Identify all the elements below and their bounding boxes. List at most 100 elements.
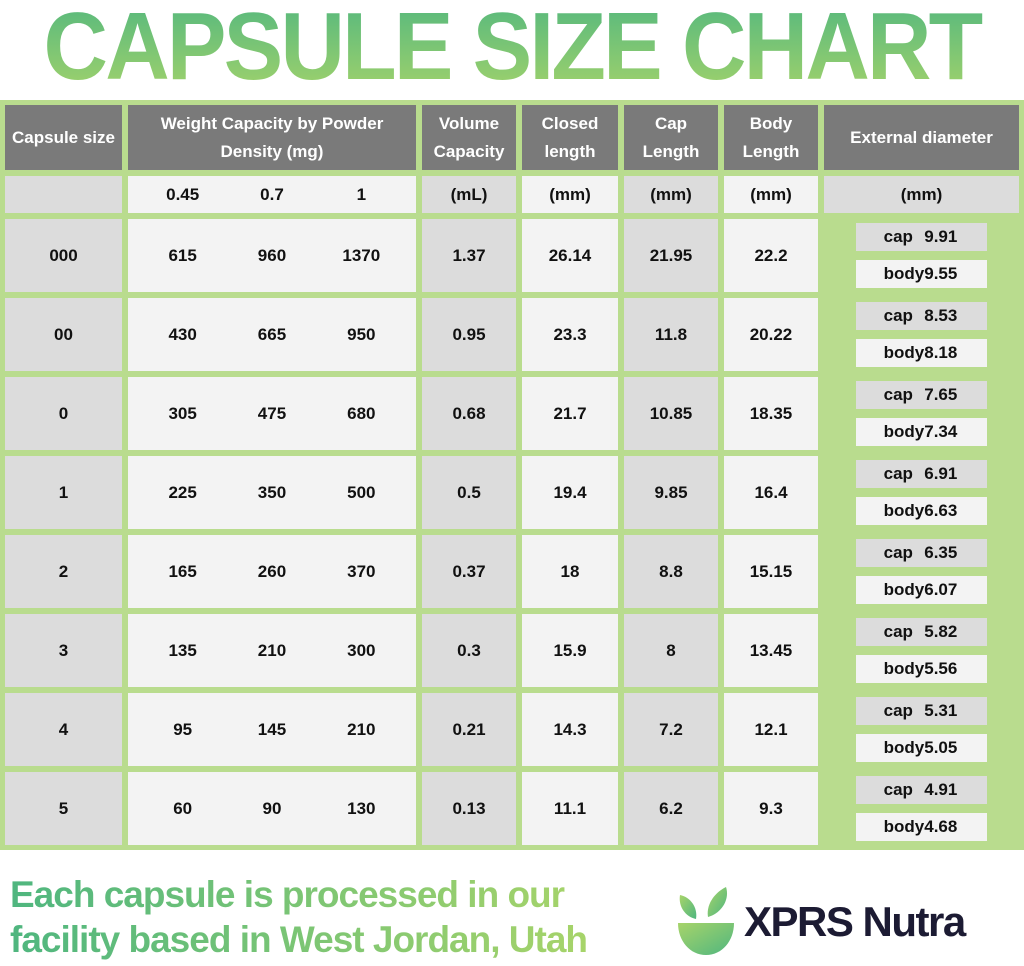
- weight-value: 1370: [342, 245, 381, 265]
- ext-body-value: 6.07: [924, 579, 958, 599]
- cell-volume: 1.37: [422, 219, 516, 292]
- cell-weight-capacity: 615 960 1370: [128, 219, 416, 292]
- ext-body-value: 5.05: [924, 737, 958, 757]
- cell-cap-length: 10.85: [624, 377, 718, 450]
- ext-body-row: body 6.63: [855, 496, 988, 525]
- ext-cap-row: cap 7.65: [855, 381, 988, 410]
- cell-external-diameter: cap 9.91 body 9.55: [824, 219, 1019, 292]
- cell-cap-length: 8.8: [624, 535, 718, 608]
- ext-cap-label: cap: [883, 622, 913, 642]
- units-external: (mm): [824, 176, 1019, 213]
- ext-body-value: 5.56: [924, 658, 958, 678]
- units-body: (mm): [724, 176, 818, 213]
- ext-body-label: body: [883, 263, 925, 283]
- ext-cap-value: 5.82: [924, 622, 958, 642]
- weight-value: 950: [347, 324, 376, 344]
- cell-cap-length: 8: [624, 614, 718, 687]
- cell-weight-capacity: 225 350 500: [128, 456, 416, 529]
- ext-cap-value: 5.31: [924, 701, 958, 721]
- ext-cap-row: cap 5.82: [855, 618, 988, 647]
- cell-body-length: 9.3: [724, 772, 818, 845]
- ext-body-row: body 6.07: [855, 575, 988, 604]
- weight-value: 370: [347, 561, 376, 581]
- cell-closed-length: 23.3: [522, 298, 618, 371]
- ext-cap-label: cap: [883, 543, 913, 563]
- cell-weight-capacity: 135 210 300: [128, 614, 416, 687]
- cell-body-length: 22.2: [724, 219, 818, 292]
- weight-value: 225: [168, 482, 197, 502]
- weight-value: 60: [173, 798, 193, 818]
- ext-cap-row: cap 6.91: [855, 460, 988, 489]
- units-closed: (mm): [522, 176, 618, 213]
- cell-body-length: 13.45: [724, 614, 818, 687]
- cell-closed-length: 11.1: [522, 772, 618, 845]
- cell-volume: 0.37: [422, 535, 516, 608]
- cell-capsule-size: 5: [5, 772, 122, 845]
- ext-body-value: 8.18: [924, 342, 958, 362]
- ext-body-label: body: [883, 737, 925, 757]
- cell-capsule-size: 000: [5, 219, 122, 292]
- cell-cap-length: 9.85: [624, 456, 718, 529]
- cell-weight-capacity: 430 665 950: [128, 298, 416, 371]
- weight-value: 130: [347, 798, 376, 818]
- density-label: 0.45: [166, 184, 200, 204]
- cell-capsule-size: 0: [5, 377, 122, 450]
- ext-cap-row: cap 8.53: [855, 302, 988, 331]
- ext-cap-label: cap: [883, 780, 913, 800]
- units-weight-densities: 0.45 0.7 1: [128, 176, 416, 213]
- cell-closed-length: 19.4: [522, 456, 618, 529]
- leaf-bowl-logo-icon: [678, 887, 734, 955]
- cell-cap-length: 7.2: [624, 693, 718, 766]
- cell-weight-capacity: 305 475 680: [128, 377, 416, 450]
- weight-value: 350: [257, 482, 287, 502]
- cell-weight-capacity: 165 260 370: [128, 535, 416, 608]
- ext-body-label: body: [883, 342, 925, 362]
- header-closed-length: Closed length: [522, 105, 618, 170]
- cell-body-length: 12.1: [724, 693, 818, 766]
- footer-line-2: facility based in West Jordan, Utah: [10, 919, 588, 960]
- cell-volume: 0.13: [422, 772, 516, 845]
- header-external-diameter: External diameter: [824, 105, 1019, 170]
- cell-external-diameter: cap 5.31 body 5.05: [824, 693, 1019, 766]
- footer-text: Each capsule is processed in our facilit…: [10, 872, 587, 962]
- ext-cap-label: cap: [883, 701, 913, 721]
- cell-closed-length: 21.7: [522, 377, 618, 450]
- density-label: 1: [356, 184, 367, 204]
- ext-cap-row: cap 9.91: [855, 223, 988, 252]
- ext-cap-row: cap 5.31: [855, 697, 988, 726]
- weight-value: 305: [168, 403, 197, 423]
- ext-body-value: 7.34: [924, 421, 958, 441]
- cell-cap-length: 6.2: [624, 772, 718, 845]
- capsule-size-table: Capsule size Weight Capacity by Powder De…: [0, 100, 1024, 850]
- cell-external-diameter: cap 6.91 body 6.63: [824, 456, 1019, 529]
- ext-cap-value: 9.91: [924, 227, 958, 247]
- ext-cap-row: cap 4.91: [855, 776, 988, 805]
- cell-capsule-size: 3: [5, 614, 122, 687]
- ext-body-row: body 5.05: [855, 733, 988, 762]
- ext-body-row: body 7.34: [855, 417, 988, 446]
- ext-body-value: 4.68: [924, 816, 958, 836]
- cell-body-length: 18.35: [724, 377, 818, 450]
- cell-capsule-size: 2: [5, 535, 122, 608]
- ext-body-row: body 4.68: [855, 812, 988, 841]
- weight-value: 615: [168, 245, 197, 265]
- weight-value: 680: [347, 403, 376, 423]
- cell-volume: 0.5: [422, 456, 516, 529]
- ext-cap-value: 7.65: [924, 385, 958, 405]
- weight-value: 500: [347, 482, 376, 502]
- cell-external-diameter: cap 4.91 body 4.68: [824, 772, 1019, 845]
- brand-name: XPRS Nutra: [744, 898, 966, 945]
- weight-value: 960: [257, 245, 287, 265]
- ext-cap-row: cap 6.35: [855, 539, 988, 568]
- ext-cap-value: 6.91: [924, 464, 958, 484]
- cell-capsule-size: 4: [5, 693, 122, 766]
- ext-cap-value: 4.91: [924, 780, 958, 800]
- cell-body-length: 20.22: [724, 298, 818, 371]
- cell-closed-length: 18: [522, 535, 618, 608]
- weight-value: 260: [257, 561, 287, 581]
- cell-body-length: 16.4: [724, 456, 818, 529]
- density-label: 0.7: [260, 184, 284, 204]
- cell-closed-length: 26.14: [522, 219, 618, 292]
- cell-closed-length: 14.3: [522, 693, 618, 766]
- cell-capsule-size: 00: [5, 298, 122, 371]
